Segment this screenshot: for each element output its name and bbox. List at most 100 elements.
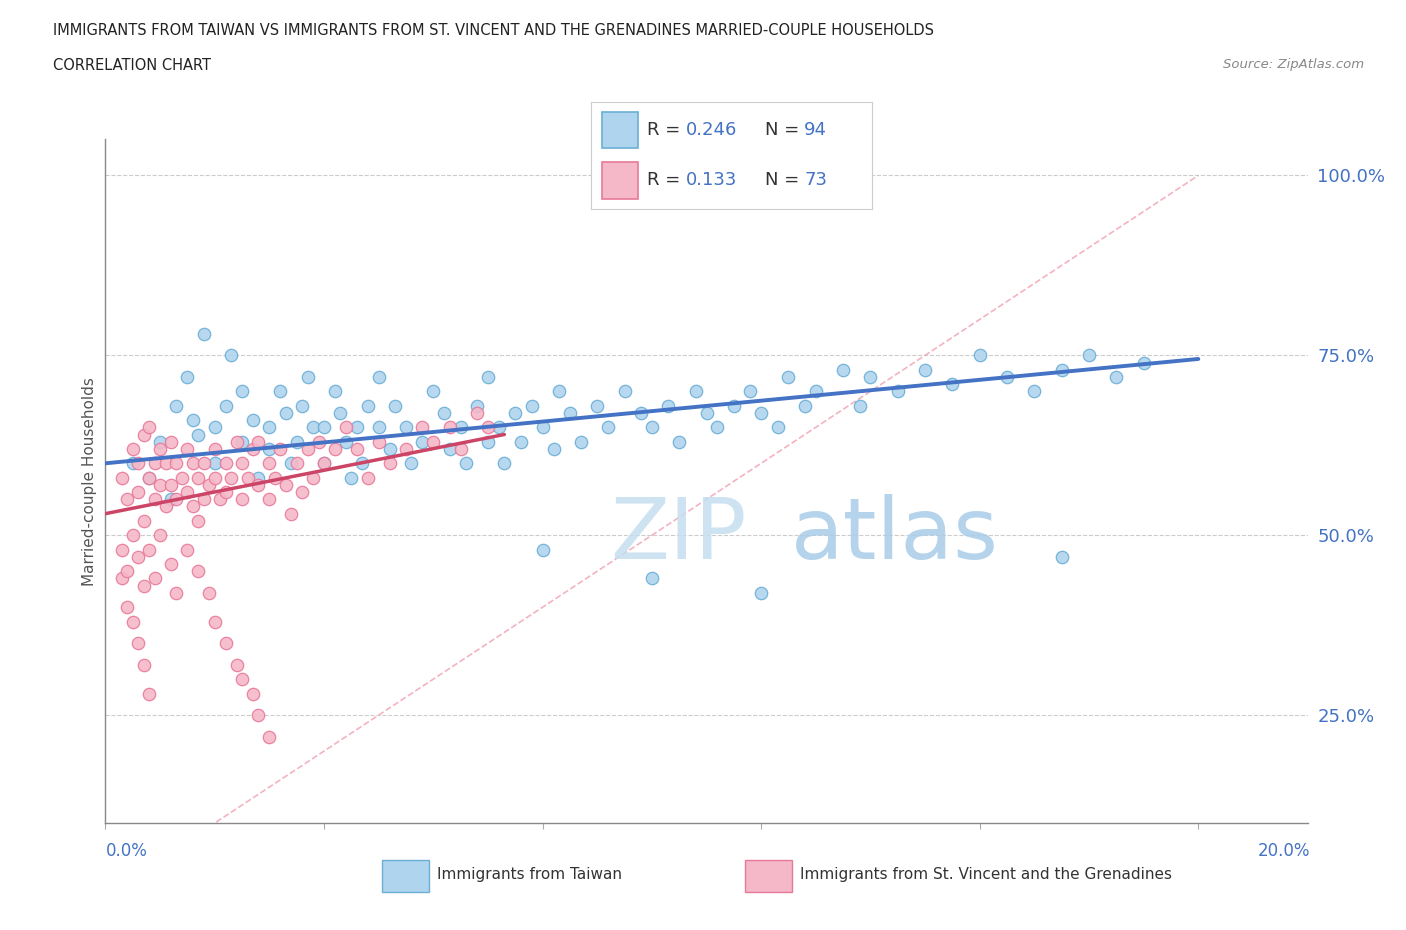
Point xyxy=(204,442,226,457)
Point xyxy=(531,419,554,434)
Point xyxy=(969,348,991,363)
Point xyxy=(323,384,346,399)
Point xyxy=(155,456,177,471)
Point xyxy=(323,442,346,457)
Point xyxy=(340,471,363,485)
Point xyxy=(859,369,882,384)
Point xyxy=(439,442,461,457)
Point xyxy=(668,434,690,449)
Point xyxy=(494,456,516,471)
Point xyxy=(198,477,221,492)
Point xyxy=(166,398,188,413)
Point xyxy=(280,506,302,521)
Point xyxy=(259,492,281,507)
Point xyxy=(176,485,198,499)
Point xyxy=(181,413,204,428)
Point xyxy=(477,419,499,434)
Point xyxy=(204,471,226,485)
Point xyxy=(280,456,302,471)
Point xyxy=(138,471,160,485)
Point xyxy=(411,419,433,434)
Point xyxy=(312,456,335,471)
Point xyxy=(378,442,401,457)
Point xyxy=(242,442,264,457)
Point xyxy=(439,419,461,434)
Point xyxy=(187,427,209,442)
Point xyxy=(269,384,291,399)
Point xyxy=(166,492,188,507)
Point xyxy=(1024,384,1046,399)
Point xyxy=(117,564,139,578)
Point xyxy=(569,434,592,449)
Point xyxy=(143,456,166,471)
Point xyxy=(242,413,264,428)
Point xyxy=(488,419,510,434)
Point xyxy=(225,658,247,672)
Point xyxy=(231,492,253,507)
Point xyxy=(422,434,444,449)
Point xyxy=(160,477,183,492)
Point xyxy=(335,419,357,434)
Point xyxy=(242,686,264,701)
Text: atlas: atlas xyxy=(790,495,998,578)
Point xyxy=(138,419,160,434)
Point xyxy=(231,456,253,471)
Text: R =: R = xyxy=(647,121,686,140)
Point xyxy=(367,419,389,434)
Point xyxy=(401,456,423,471)
Point xyxy=(149,528,172,543)
Text: CORRELATION CHART: CORRELATION CHART xyxy=(53,58,211,73)
Point xyxy=(465,405,488,420)
Point xyxy=(543,442,565,457)
Point xyxy=(193,492,215,507)
Point xyxy=(433,405,456,420)
Point xyxy=(176,442,198,457)
Point xyxy=(193,456,215,471)
Point xyxy=(181,456,204,471)
Text: IMMIGRANTS FROM TAIWAN VS IMMIGRANTS FROM ST. VINCENT AND THE GRENADINES MARRIED: IMMIGRANTS FROM TAIWAN VS IMMIGRANTS FRO… xyxy=(53,23,935,38)
Text: 73: 73 xyxy=(804,171,827,190)
Text: 20.0%: 20.0% xyxy=(1258,842,1310,859)
Point xyxy=(477,434,499,449)
Point xyxy=(357,471,380,485)
Text: 94: 94 xyxy=(804,121,827,140)
Point xyxy=(132,513,155,528)
Point xyxy=(302,471,325,485)
Point xyxy=(269,442,291,457)
Point xyxy=(127,550,149,565)
Point xyxy=(263,471,285,485)
Point xyxy=(352,456,374,471)
Point xyxy=(176,542,198,557)
Point xyxy=(1132,355,1154,370)
Point xyxy=(117,492,139,507)
Point xyxy=(247,477,270,492)
Point xyxy=(274,405,297,420)
Point xyxy=(138,471,160,485)
Point xyxy=(832,363,855,378)
Point xyxy=(657,398,679,413)
Point xyxy=(231,434,253,449)
Point xyxy=(274,477,297,492)
Point xyxy=(346,442,368,457)
Point xyxy=(308,434,330,449)
Point xyxy=(193,326,215,341)
Bar xyxy=(382,860,429,892)
Point xyxy=(143,571,166,586)
Point xyxy=(187,513,209,528)
Text: 0.246: 0.246 xyxy=(686,121,738,140)
Point xyxy=(378,456,401,471)
Point xyxy=(204,614,226,629)
Text: Source: ZipAtlas.com: Source: ZipAtlas.com xyxy=(1223,58,1364,71)
Point xyxy=(170,471,193,485)
Point xyxy=(127,456,149,471)
Point xyxy=(138,542,160,557)
Point xyxy=(914,363,936,378)
Point xyxy=(887,384,910,399)
Point xyxy=(749,405,772,420)
Point xyxy=(312,456,335,471)
Point xyxy=(285,456,308,471)
Text: Immigrants from Taiwan: Immigrants from Taiwan xyxy=(437,867,623,882)
Point xyxy=(214,456,236,471)
Point xyxy=(111,542,134,557)
Point xyxy=(259,442,281,457)
